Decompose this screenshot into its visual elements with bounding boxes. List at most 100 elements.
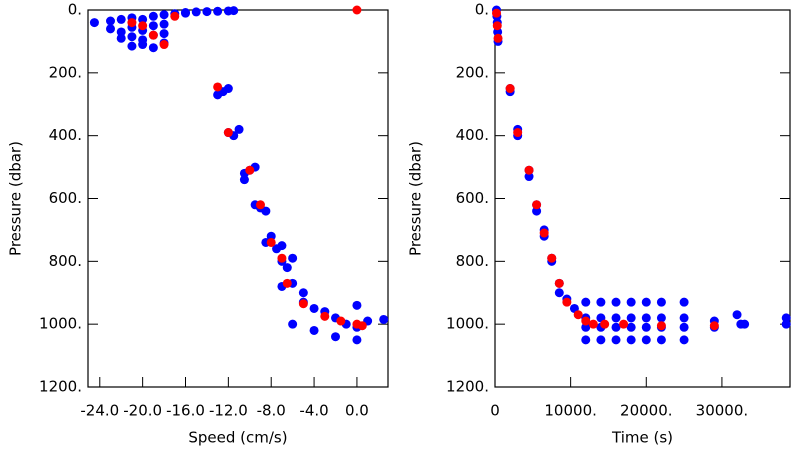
point [656,313,666,323]
y-axis-label: Pressure (dbar) [7,141,25,256]
point [357,321,367,331]
point [159,29,169,39]
point [539,228,549,238]
point [202,7,212,17]
point [298,288,308,298]
y-tick-label: 1200. [39,378,82,396]
point [596,297,606,307]
point [277,253,287,263]
x-axis-label: Speed (cm/s) [188,429,287,447]
plot-frame [494,9,791,388]
point [524,172,534,182]
point [573,310,583,320]
point [191,7,201,17]
point [641,313,651,323]
point [106,16,115,26]
point [213,82,223,92]
point [581,297,591,307]
point [159,40,169,50]
x-tick-label: -24.0 [80,402,119,420]
point [732,310,742,320]
point [656,321,666,331]
point [588,319,598,329]
point [309,325,319,335]
y-tick-label: 400. [456,126,489,144]
point [309,303,319,313]
point [493,33,503,43]
point [288,253,298,263]
point [116,14,126,24]
point [181,8,190,18]
y-tick-label: 800. [456,252,489,270]
point [641,335,651,345]
point [148,21,158,31]
point [641,297,651,307]
point [626,335,636,345]
point [611,297,621,307]
point [379,314,389,324]
point [581,322,591,332]
y-tick-label: 200. [456,63,489,81]
point [505,84,515,94]
point [138,14,148,24]
point [679,335,689,345]
point [532,200,542,210]
point [679,297,689,307]
point [781,313,791,323]
point [492,21,502,31]
point [336,316,346,326]
point [611,335,621,345]
point [148,30,158,40]
y-tick-label: 800. [49,252,82,270]
point [213,6,223,16]
y-tick-label: 400. [49,126,82,144]
point [532,206,542,216]
point [223,84,233,94]
point [352,5,362,15]
y-tick-label: 1000. [39,315,82,333]
point [229,6,239,16]
x-tick-label: 0.0 [345,402,369,420]
point [492,8,502,18]
y-tick-label: 200. [49,63,82,81]
point [554,278,564,288]
x-tick-label: -4.0 [299,402,328,420]
point [626,322,636,332]
point [127,18,137,28]
point [679,313,689,323]
y-axis-label: Pressure (dbar) [407,141,425,256]
y-tick-label: 0. [68,1,82,19]
point [239,175,249,185]
point [581,316,591,326]
x-axis-label: Time (s) [611,429,673,447]
point [223,128,233,138]
point [781,319,791,329]
point [513,128,523,138]
point [127,32,137,42]
point [282,278,292,288]
point [600,319,610,329]
plot-frame [87,9,389,388]
point [282,263,292,273]
point [266,231,276,241]
point [170,11,180,21]
point [581,335,591,345]
point [159,10,169,20]
point [266,237,276,247]
point [554,288,564,298]
point [562,297,572,307]
point [679,322,689,332]
point [740,319,750,329]
point [148,11,158,21]
point [626,313,636,323]
point [320,311,330,321]
point [352,335,362,345]
point [148,43,158,53]
point [127,41,137,51]
point [116,27,126,37]
x-tick-label: 30000. [696,402,749,420]
x-tick-label: 20000. [620,402,673,420]
point [619,319,629,329]
point [261,206,271,216]
